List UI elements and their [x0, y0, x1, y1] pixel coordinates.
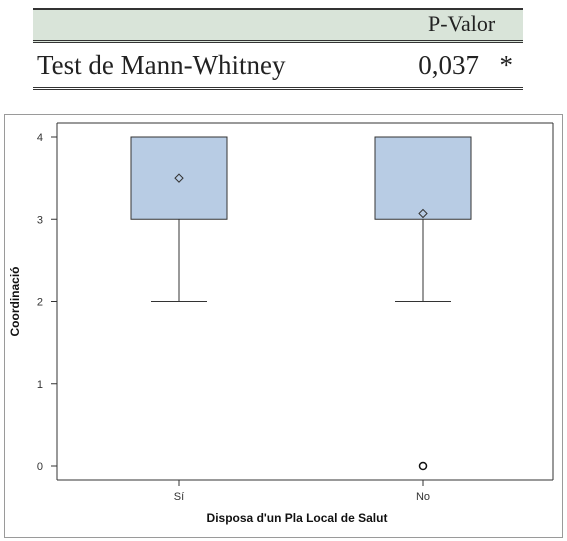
y-tick-label: 4: [37, 132, 43, 144]
x-tick-label: No: [416, 491, 430, 503]
significance-mark: *: [500, 50, 514, 81]
y-tick-label: 1: [37, 379, 43, 391]
y-ticks: 0 1 2 3 4: [37, 132, 57, 473]
box-rect: [375, 137, 471, 219]
results-table: P-Valor Test de Mann-Whitney 0,037 *: [33, 8, 523, 90]
chart-frame: 0 1 2 3 4 Sí No Coordinació Disposa d'un Pla …: [4, 114, 563, 538]
y-tick-label: 0: [37, 461, 43, 473]
x-ticks: Sí No: [174, 480, 430, 503]
y-axis-title: Coordinació: [8, 266, 22, 336]
box-rect: [131, 137, 227, 219]
table-row: Test de Mann-Whitney 0,037 *: [33, 43, 523, 90]
p-value-header: P-Valor: [428, 11, 495, 37]
y-tick-label: 3: [37, 214, 43, 226]
box-1: [131, 137, 227, 302]
y-tick-label: 2: [37, 297, 43, 309]
table-header-row: P-Valor: [33, 8, 523, 43]
boxplot-chart: 0 1 2 3 4 Sí No Coordinació Disposa d'un Pla …: [5, 115, 564, 539]
x-tick-label: Sí: [174, 491, 184, 503]
boxes: [131, 137, 471, 470]
test-name: Test de Mann-Whitney: [37, 50, 286, 81]
outlier-point: [420, 463, 427, 470]
x-axis-title: Disposa d'un Pla Local de Salut: [207, 511, 388, 525]
p-value: 0,037: [418, 50, 479, 81]
box-2: [375, 137, 471, 470]
